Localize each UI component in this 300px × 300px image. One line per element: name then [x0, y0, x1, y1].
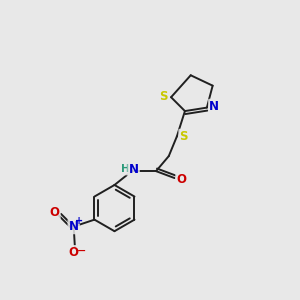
Text: O: O	[176, 173, 187, 186]
Text: +: +	[75, 217, 83, 226]
Text: O: O	[69, 246, 79, 259]
Text: S: S	[179, 130, 188, 143]
Text: O: O	[50, 206, 59, 218]
Text: N: N	[69, 220, 79, 233]
Text: N: N	[209, 100, 219, 113]
Text: S: S	[159, 90, 168, 103]
Text: −: −	[77, 245, 86, 255]
Text: N: N	[129, 163, 139, 176]
Text: H: H	[121, 164, 130, 174]
